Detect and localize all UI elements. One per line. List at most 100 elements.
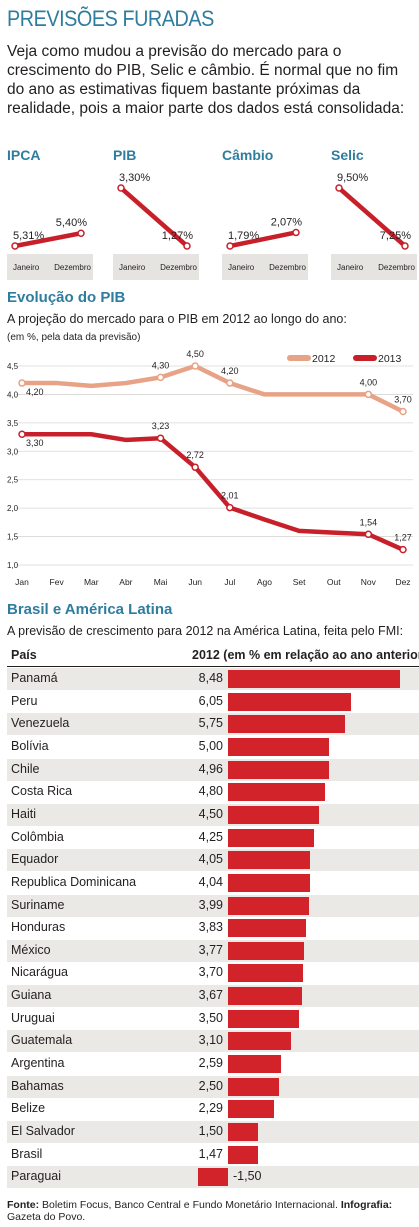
credit-label: Infografia: xyxy=(340,1199,393,1211)
country-name: Suriname xyxy=(11,897,65,912)
table-row: Venezuela 5,75 xyxy=(7,713,419,736)
column-header-value: 2012 (em % em relação ao ano anterior) xyxy=(192,648,419,662)
credit-text: Gazeta do Povo. xyxy=(7,1211,86,1223)
table-header: País 2012 (em % em relação ao ano anteri… xyxy=(7,644,419,667)
latam-section-subtitle: A previsão de crescimento para 2012 na A… xyxy=(7,624,404,638)
country-name: Nicarágua xyxy=(11,965,68,980)
country-name: Republica Dominicana xyxy=(11,874,137,889)
bar xyxy=(228,1032,291,1051)
table-row: Peru 6,05 xyxy=(7,691,419,713)
value-label: 4,80 xyxy=(198,784,223,799)
country-name: El Salvador xyxy=(11,1124,75,1138)
mini-chart-line xyxy=(227,230,299,249)
mini-chart-ipca: IPCA 5,31% 5,40% Janeiro Dezembro xyxy=(7,146,93,280)
value-label: 3,70 xyxy=(198,965,223,980)
pib-section-title: Evolução do PIB xyxy=(7,289,126,306)
table-row: Chile 4,96 xyxy=(7,758,419,781)
country-name: Belize xyxy=(11,1101,46,1116)
mini-chart-start-label: 5,31% xyxy=(13,230,44,242)
data-label: 1,54 xyxy=(360,517,378,527)
country-name: Bahamas xyxy=(11,1078,64,1093)
mini-chart-point-end xyxy=(401,242,409,250)
table-row: Uruguai 3,50 xyxy=(7,1008,419,1030)
x-tick-label: Jan xyxy=(15,577,29,587)
source-label: Fonte: xyxy=(7,1199,40,1211)
mini-chart-x-end: Dezembro xyxy=(378,263,415,272)
series-line-2012 xyxy=(19,363,406,414)
mini-chart-point-end xyxy=(77,229,85,237)
table-row: Republica Dominicana 4,04 xyxy=(7,872,419,894)
value-label: 3,83 xyxy=(198,920,223,935)
y-tick-label: 2,5 xyxy=(7,476,19,485)
data-label: 4,50 xyxy=(186,349,204,359)
value-label: 3,99 xyxy=(198,897,223,912)
value-label: 2,59 xyxy=(198,1056,223,1071)
value-label: 8,48 xyxy=(198,671,223,685)
country-name: Panamá xyxy=(11,671,58,685)
series-point xyxy=(226,503,234,512)
intro-text: Veja como mudou a previsão do mercado pa… xyxy=(7,43,405,117)
x-tick-label: Ago xyxy=(257,577,272,587)
mini-chart-x-start: Janeiro xyxy=(119,263,146,272)
mini-chart-base xyxy=(331,254,417,280)
table-row: Bahamas 2,50 xyxy=(7,1075,419,1098)
mini-chart-point-start xyxy=(335,184,343,192)
mini-chart-point-start xyxy=(11,242,19,250)
bar xyxy=(228,1123,259,1141)
bar xyxy=(228,964,304,983)
data-label: 2,72 xyxy=(186,450,204,460)
bar xyxy=(228,783,326,802)
mini-chart-point-end xyxy=(183,242,191,250)
country-name: Brasil xyxy=(11,1146,43,1161)
mini-chart-title: Selic xyxy=(331,147,364,163)
country-name: Costa Rica xyxy=(11,784,73,799)
country-name: Uruguai xyxy=(11,1010,55,1025)
bar xyxy=(228,715,345,734)
value-label: 3,10 xyxy=(198,1033,223,1048)
value-label: 1,50 xyxy=(198,1124,223,1138)
legend-label: 2012 xyxy=(312,353,336,365)
bar xyxy=(228,896,309,915)
y-tick-label: 4,5 xyxy=(7,362,19,371)
mini-chart-x-end: Dezembro xyxy=(160,263,197,272)
x-tick-label: Mai xyxy=(154,577,168,587)
table-row: Belize 2,29 xyxy=(7,1098,419,1120)
mini-chart-start-label: 3,30% xyxy=(119,172,150,184)
table-row: Haiti 4,50 xyxy=(7,803,419,826)
value-label: 5,75 xyxy=(198,716,223,731)
bar xyxy=(228,919,306,938)
data-label: 4,20 xyxy=(221,366,239,376)
value-label: 3,67 xyxy=(198,988,223,1003)
table-row: Guatemala 3,10 xyxy=(7,1030,419,1053)
y-tick-label: 4,0 xyxy=(7,390,19,399)
mini-chart-line xyxy=(12,230,84,249)
country-name: Guiana xyxy=(11,988,52,1003)
table-row: Honduras 3,83 xyxy=(7,917,419,939)
mini-chart-line xyxy=(336,185,408,249)
mini-chart-câmbio: Câmbio 1,79% 2,07% Janeiro Dezembro xyxy=(222,146,308,280)
table-row: México 3,77 xyxy=(7,939,419,962)
latam-section-title: Brasil e América Latina xyxy=(7,601,173,618)
bar xyxy=(228,1077,279,1096)
mini-chart-point-start xyxy=(226,242,234,250)
bar xyxy=(228,873,310,892)
x-tick-label: Jul xyxy=(224,577,235,587)
data-label: 3,23 xyxy=(152,421,170,431)
table-row: Suriname 3,99 xyxy=(7,894,419,917)
value-label: 4,50 xyxy=(198,806,223,821)
country-name: Colômbia xyxy=(11,829,64,844)
table-row: Panamá 8,48 xyxy=(7,668,419,690)
table-row: Guiana 3,67 xyxy=(7,985,419,1008)
series-point xyxy=(399,407,407,416)
source-footer: Fonte: Boletim Focus, Banco Central e Fu… xyxy=(7,1199,417,1223)
table-row: Costa Rica 4,80 xyxy=(7,781,419,803)
series-point xyxy=(364,530,373,539)
country-name: Bolívia xyxy=(11,738,49,753)
bar xyxy=(228,805,320,824)
x-tick-label: Dez xyxy=(395,577,410,587)
mini-chart-end-label: 7,25% xyxy=(380,230,411,242)
page-title: PREVISÕES FURADAS xyxy=(7,6,214,31)
country-name: Venezuela xyxy=(11,716,70,731)
data-label: 4,20 xyxy=(26,387,44,397)
value-label: 1,47 xyxy=(198,1146,223,1161)
